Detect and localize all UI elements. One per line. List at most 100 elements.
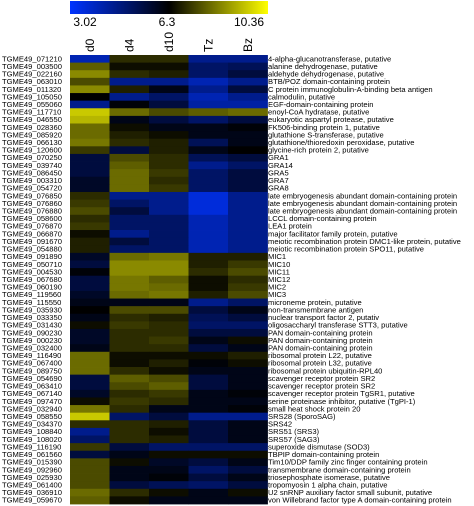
column-label: d0 xyxy=(83,38,97,52)
heatmap-cell xyxy=(228,55,268,64)
heatmap-cell xyxy=(228,184,268,193)
heatmap-cell xyxy=(188,351,229,360)
row-id-label: TGME49_059670 xyxy=(2,496,62,505)
row-description-label: enoyl-CoA hydratase, putative xyxy=(268,108,369,117)
heatmap-cell xyxy=(109,115,150,124)
heatmap-cell xyxy=(228,268,268,277)
heatmap-cell xyxy=(149,100,189,109)
column-label: Tz xyxy=(201,39,215,52)
row-description-label: serine proteinase inhibitor, putative (T… xyxy=(268,397,416,406)
heatmap-cell xyxy=(228,313,268,322)
heatmap-cell xyxy=(149,222,189,231)
row-id-label: TGME49_066870 xyxy=(2,229,62,238)
heatmap-cell xyxy=(109,458,150,467)
heatmap-cell xyxy=(70,146,110,155)
heatmap-cell xyxy=(149,123,189,132)
row-description-label: tropomyosin 1 alpha chain, putative xyxy=(268,480,387,489)
heatmap-cell xyxy=(70,488,110,497)
heatmap-cell xyxy=(109,85,150,94)
row-description-label: MIC1 xyxy=(268,252,286,261)
heatmap-cell xyxy=(109,496,150,505)
row-id-label: TGME49_061400 xyxy=(2,480,62,489)
heatmap-cell xyxy=(109,488,150,497)
row-id-label: TGME49_046550 xyxy=(2,115,62,124)
row-id-label: TGME49_120600 xyxy=(2,146,62,155)
heatmap-cell xyxy=(149,62,189,71)
heatmap-cell xyxy=(109,420,150,429)
heatmap-cell xyxy=(109,290,150,299)
heatmap-cell xyxy=(228,230,268,239)
heatmap-cell xyxy=(188,100,229,109)
heatmap-cell xyxy=(70,427,110,436)
heatmap-cell xyxy=(188,214,229,223)
heatmap-cell xyxy=(109,443,150,452)
heatmap-cell xyxy=(188,313,229,322)
row-id-label: TGME49_076880 xyxy=(2,207,62,216)
heatmap-cell xyxy=(149,321,189,330)
heatmap-cells xyxy=(70,55,268,505)
row-id-label: TGME49_033350 xyxy=(2,313,62,322)
heatmap-cell xyxy=(188,283,229,292)
heatmap-cell xyxy=(109,359,150,368)
heatmap-cell xyxy=(228,336,268,345)
heatmap-cell xyxy=(70,290,110,299)
heatmap-cell xyxy=(188,146,229,155)
heatmap-cell xyxy=(188,55,229,64)
heatmap-cell xyxy=(188,169,229,178)
row-description-label: late embryogenesis abundant domain-conta… xyxy=(268,199,457,208)
row-description-label: ribosomal protein ubiquitin-RPL40 xyxy=(268,366,382,375)
row-description-label: SRS28 (SporoSAG) xyxy=(268,412,336,421)
heatmap-cell xyxy=(188,108,229,117)
heatmap-cell xyxy=(149,298,189,307)
row-id-label: TGME49_076870 xyxy=(2,222,62,231)
heatmap-cell xyxy=(188,153,229,162)
heatmap-cell xyxy=(70,85,110,94)
heatmap-cell xyxy=(109,412,150,421)
row-id-label: TGME49_034370 xyxy=(2,420,62,429)
heatmap-cell xyxy=(149,374,189,383)
heatmap-cell xyxy=(149,230,189,239)
heatmap-cell xyxy=(109,374,150,383)
heatmap-cell xyxy=(228,191,268,200)
heatmap-cell xyxy=(109,450,150,459)
row-id-label: TGME49_035930 xyxy=(2,305,62,314)
heatmap-cell xyxy=(228,70,268,79)
row-id-label: TGME49_011320 xyxy=(2,85,61,94)
heatmap-cell xyxy=(188,70,229,79)
row-id-label: TGME49_028360 xyxy=(2,123,62,132)
row-id-label: TGME49_060190 xyxy=(2,283,62,292)
heatmap-cell xyxy=(228,100,268,109)
heatmap-cell xyxy=(109,473,150,482)
row-description-label: GRA5 xyxy=(268,168,289,177)
heatmap-cell xyxy=(188,123,229,132)
heatmap-cell xyxy=(149,77,189,86)
heatmap-cell xyxy=(70,70,110,79)
heatmap-cell xyxy=(109,108,150,117)
row-description-label: glutathione/thioredoxin peroxidase, puta… xyxy=(268,138,415,147)
heatmap-cell xyxy=(228,85,268,94)
heatmap-cell xyxy=(188,161,229,170)
row-description-label: scavenger receptor protein TgSR1, putati… xyxy=(268,389,415,398)
heatmap-cell xyxy=(149,260,189,269)
row-description-label: alanine dehydrogenase, putative xyxy=(268,62,378,71)
heatmap-cell xyxy=(149,359,189,368)
heatmap-cell xyxy=(228,359,268,368)
row-description-label: FK506-binding protein 1, putative xyxy=(268,123,380,132)
row-id-label: TGME49_097470 xyxy=(2,397,62,406)
heatmap-cell xyxy=(228,488,268,497)
heatmap-cell xyxy=(70,344,110,353)
heatmap-cell xyxy=(70,328,110,337)
heatmap-cell xyxy=(149,351,189,360)
heatmap-cell xyxy=(70,230,110,239)
heatmap-cell xyxy=(70,405,110,414)
heatmap-cell xyxy=(188,191,229,200)
heatmap-cell xyxy=(109,100,150,109)
heatmap-cell xyxy=(188,275,229,284)
heatmap-cell xyxy=(109,435,150,444)
heatmap-cell xyxy=(149,443,189,452)
heatmap-cell xyxy=(188,367,229,376)
heatmap-cell xyxy=(228,412,268,421)
row-id-label: TGME49_067680 xyxy=(2,275,62,284)
heatmap-cell xyxy=(228,108,268,117)
